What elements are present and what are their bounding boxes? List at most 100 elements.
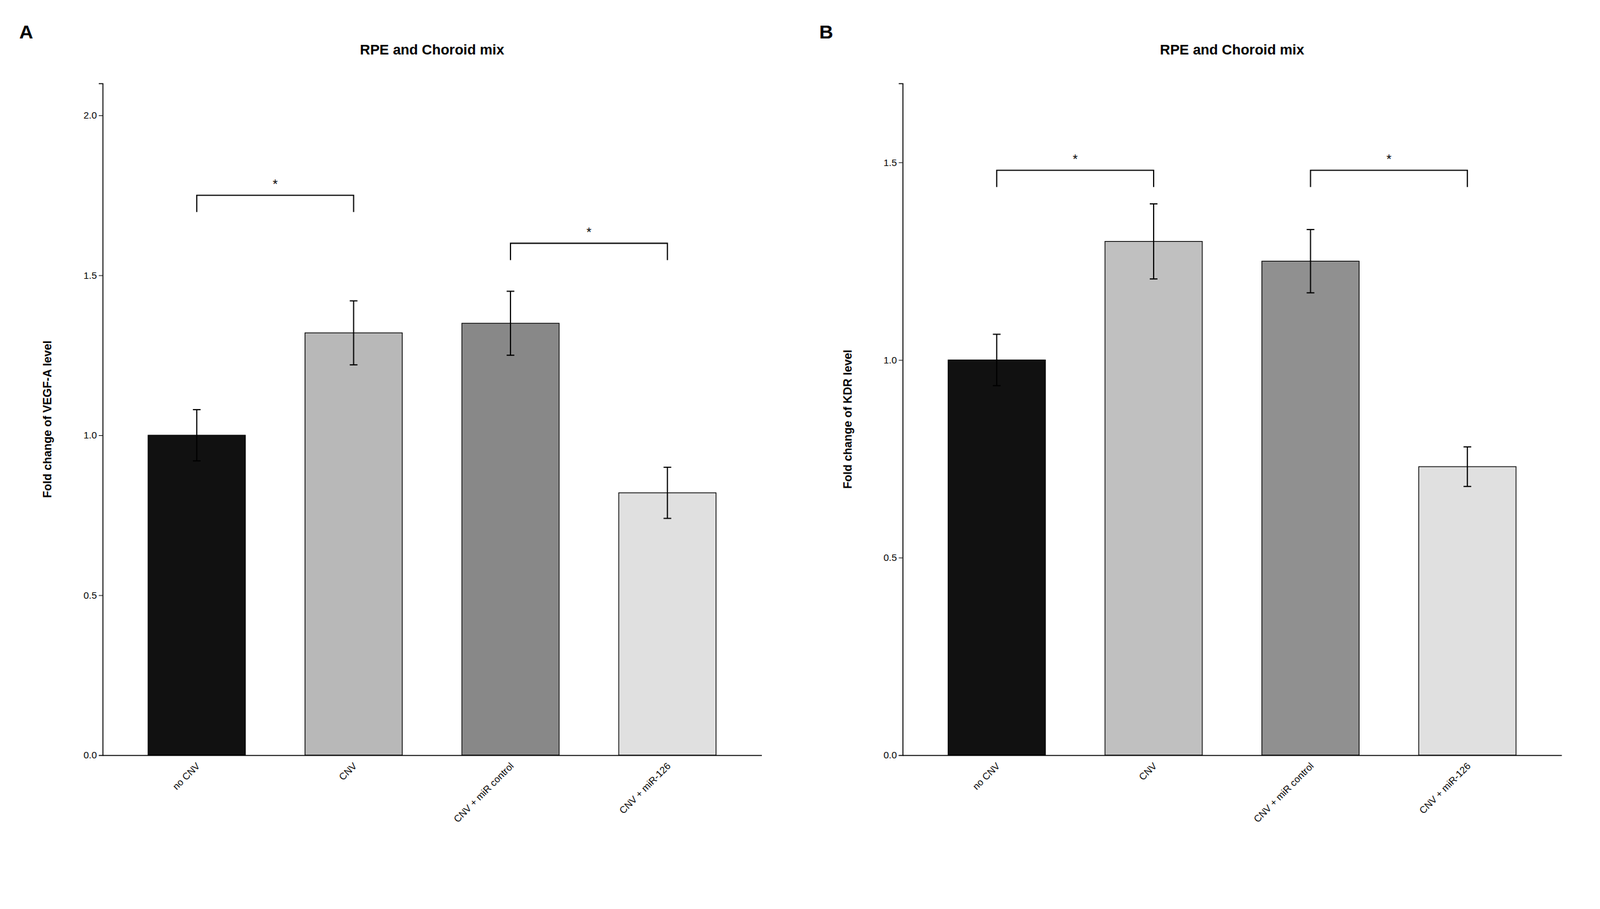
error-bar bbox=[1149, 203, 1158, 279]
error-bar-stem bbox=[196, 409, 198, 462]
y-tick-label: 0.0 bbox=[83, 749, 97, 761]
significance-label: * bbox=[1072, 151, 1078, 167]
error-bar bbox=[1306, 229, 1315, 294]
y-axis-line bbox=[98, 84, 104, 757]
x-tick: no CNV bbox=[970, 760, 1002, 792]
y-tick-label: 1.0 bbox=[883, 354, 898, 366]
bar bbox=[148, 435, 246, 756]
error-bar-cap bbox=[193, 409, 201, 411]
chart-canvas: 0.0 0.5 1.0 1.5 2.0 no CNV CNV CNV + miR contro… bbox=[0, 0, 1600, 909]
chart-title: RPE and Choroid mix bbox=[1160, 41, 1306, 58]
error-bar-cap bbox=[992, 385, 1001, 387]
y-tick-label: 0.5 bbox=[83, 589, 97, 601]
error-bar bbox=[506, 291, 515, 356]
bar bbox=[305, 332, 403, 756]
x-tick: CNV + miR-126 bbox=[1417, 760, 1474, 817]
error-bar-cap bbox=[193, 460, 201, 462]
bar bbox=[461, 323, 560, 756]
y-tick: 0.0 bbox=[83, 749, 103, 761]
y-tick-mark bbox=[899, 557, 903, 559]
y-axis: 0.0 0.5 1.0 1.5 2.0 bbox=[83, 84, 103, 762]
plot-area bbox=[148, 291, 717, 756]
x-tick: CNV bbox=[1136, 760, 1159, 783]
error-bar bbox=[349, 300, 358, 365]
significance-label: * bbox=[586, 225, 592, 240]
x-axis: no CNV CNV CNV + miR control CNV + miR-126 bbox=[902, 756, 1563, 826]
y-axis-title: Fold change of KDR level bbox=[841, 349, 855, 489]
significance-bracket bbox=[196, 195, 354, 213]
error-bar-cap bbox=[663, 466, 672, 469]
y-tick: 1.5 bbox=[883, 157, 903, 169]
x-tick: CNV bbox=[336, 760, 359, 783]
x-tick-label: CNV + miR-126 bbox=[1417, 760, 1474, 817]
bar bbox=[1104, 241, 1203, 756]
error-bar-cap bbox=[1149, 203, 1158, 205]
y-tick-label: 0.0 bbox=[883, 749, 898, 761]
x-tick: CNV + miR control bbox=[1251, 760, 1316, 825]
error-bar-stem bbox=[995, 334, 998, 386]
panel-label: B bbox=[819, 21, 834, 43]
x-tick-label: CNV + miR control bbox=[451, 760, 516, 825]
y-tick-mark bbox=[899, 755, 903, 757]
y-tick-label: 0.5 bbox=[883, 552, 898, 564]
error-bar-stem bbox=[666, 467, 669, 519]
error-bar-stem bbox=[1153, 203, 1155, 279]
error-bar-cap bbox=[663, 518, 672, 520]
y-tick-mark bbox=[98, 115, 103, 117]
y-tick-label: 2.0 bbox=[83, 109, 97, 121]
bar bbox=[618, 493, 717, 756]
y-tick: 0.5 bbox=[83, 589, 103, 601]
panel: 0.0 0.5 1.0 1.5 2.0 no CNV CNV CNV + miR contro… bbox=[19, 21, 762, 825]
significance-bracket bbox=[510, 243, 668, 261]
error-bar bbox=[1463, 446, 1472, 487]
x-tick-label: CNV bbox=[1136, 760, 1159, 783]
chart-title: RPE and Choroid mix bbox=[359, 41, 505, 58]
y-axis-title: Fold change of VEGF-A level bbox=[41, 340, 54, 498]
error-bar-cap bbox=[1306, 228, 1315, 231]
error-bar-stem bbox=[353, 300, 355, 365]
error-bar-cap bbox=[349, 364, 358, 366]
x-tick: CNV + miR-126 bbox=[616, 760, 673, 817]
x-tick-label: CNV + miR-126 bbox=[616, 760, 673, 817]
y-tick-mark bbox=[98, 435, 103, 437]
y-tick: 1.0 bbox=[883, 354, 903, 366]
y-tick-mark bbox=[98, 595, 103, 596]
error-bar-cap bbox=[1306, 292, 1315, 294]
y-tick: 0.5 bbox=[883, 552, 903, 564]
y-axis: 0.0 0.5 1.0 1.5 bbox=[883, 84, 903, 762]
x-tick-label: CNV + miR control bbox=[1251, 760, 1316, 825]
y-tick: 0.0 bbox=[883, 749, 903, 761]
error-bar-cap bbox=[1463, 446, 1472, 448]
significance-bracket bbox=[996, 170, 1154, 188]
y-tick-label: 1.5 bbox=[883, 157, 898, 169]
error-bar-cap bbox=[1149, 278, 1158, 280]
error-bar-stem bbox=[509, 291, 512, 356]
y-tick: 2.0 bbox=[83, 109, 103, 121]
bar bbox=[1262, 261, 1360, 756]
y-tick-label: 1.5 bbox=[83, 269, 97, 281]
x-tick: CNV + miR control bbox=[451, 760, 516, 825]
x-tick: no CNV bbox=[170, 760, 203, 792]
y-tick: 1.0 bbox=[83, 429, 103, 441]
error-bar-stem bbox=[1310, 229, 1312, 294]
y-tick-mark bbox=[98, 275, 103, 276]
significance-label: * bbox=[1386, 151, 1392, 167]
x-tick-label: no CNV bbox=[170, 760, 203, 792]
y-tick-label: 1.0 bbox=[83, 429, 97, 441]
bar bbox=[1418, 466, 1516, 756]
error-bar-cap bbox=[1463, 486, 1472, 488]
error-bar-cap bbox=[349, 300, 358, 302]
significance-label: * bbox=[272, 176, 278, 192]
panel: 0.0 0.5 1.0 1.5 no CNV CNV CNV + miR control CN… bbox=[819, 21, 1563, 825]
y-tick-mark bbox=[899, 360, 903, 362]
error-bar bbox=[663, 467, 672, 519]
significance-bracket bbox=[1310, 170, 1468, 188]
plot-area bbox=[947, 203, 1516, 756]
error-bar bbox=[193, 409, 201, 462]
y-tick: 1.5 bbox=[83, 269, 103, 281]
error-bar-cap bbox=[506, 354, 515, 356]
y-tick-mark bbox=[899, 162, 903, 163]
panel-label: A bbox=[19, 21, 34, 43]
error-bar-cap bbox=[506, 290, 515, 292]
x-tick-label: CNV bbox=[336, 760, 359, 783]
